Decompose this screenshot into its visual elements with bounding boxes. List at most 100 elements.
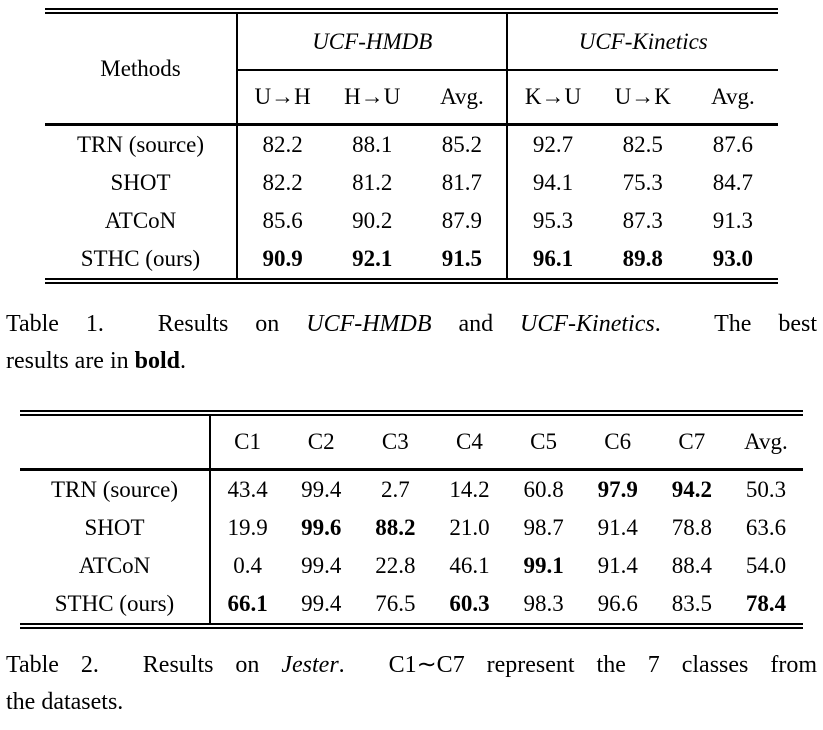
value-cell: 78.8 <box>671 515 712 540</box>
table2-body: TRN (source) 43.4 99.4 2.7 14.2 60.8 97.… <box>20 469 803 623</box>
table2-caption-line2: the datasets. <box>6 684 817 721</box>
value-cell: 43.4 <box>208 469 285 509</box>
group-header-ucf-kinetics: UCF-Kinetics <box>506 14 778 71</box>
value-cell: 96.1 <box>506 240 598 278</box>
method-cell: SHOT <box>84 515 145 540</box>
value-cell: 91.4 <box>597 553 638 578</box>
subcol-header-k-to-u: K→U <box>506 70 598 126</box>
table1-subcolumn-header-row: U→H H→U Avg. K→U U→K Avg. <box>45 70 778 126</box>
value-cell: 98.3 <box>523 591 564 616</box>
value-cell: 60.3 <box>449 591 490 616</box>
table1-body: TRN (source) 82.2 88.1 85.2 92.7 82.5 87… <box>45 124 778 278</box>
col-header-c4: C4 <box>432 416 507 471</box>
table1-group-header-row: Methods UCF-HMDB UCF-Kinetics <box>45 14 778 126</box>
subcol-header-u-to-h: U→H <box>235 70 328 126</box>
paper-tables-page: Methods UCF-HMDB UCF-Kinetics U→H H→U Av… <box>0 8 823 721</box>
col-header-c6: C6 <box>580 416 655 471</box>
table-row-atcon: ATCoN 85.6 90.2 87.9 95.3 87.3 91.3 <box>45 202 778 240</box>
value-cell: 82.2 <box>235 164 328 202</box>
caption-text: Table 2. Results on <box>6 652 282 678</box>
subcol-header-avg-kinetics: Avg. <box>687 70 778 126</box>
method-cell: ATCoN <box>104 208 177 233</box>
caption-dataset-ucf-hmdb: UCF-HMDB <box>306 311 432 337</box>
subcol-header-u-to-k: U→K <box>597 70 688 126</box>
value-cell: 88.1 <box>352 132 393 157</box>
table2-header-row: C1 C2 C3 C4 C5 C6 C7 Avg. <box>20 416 803 471</box>
value-cell: 2.7 <box>380 477 410 502</box>
value-cell: 60.8 <box>523 477 564 502</box>
value-cell: 90.2 <box>352 208 393 233</box>
value-cell: 85.6 <box>235 202 328 240</box>
table1-header: Methods UCF-HMDB UCF-Kinetics U→H H→U Av… <box>45 14 778 126</box>
group-header-ucf-hmdb: UCF-HMDB <box>235 14 508 71</box>
value-cell: 98.7 <box>523 515 564 540</box>
value-cell: 88.4 <box>671 553 712 578</box>
value-cell: 92.1 <box>352 246 393 271</box>
value-cell: 81.7 <box>441 170 483 195</box>
method-cell: STHC (ours) <box>80 246 201 271</box>
col-header-c5: C5 <box>506 416 581 471</box>
value-cell: 99.1 <box>523 553 564 578</box>
value-cell: 78.4 <box>745 591 787 616</box>
value-cell: 0.4 <box>208 547 285 585</box>
caption-dataset-ucf-kinetics: UCF-Kinetics <box>520 311 655 337</box>
value-cell: 96.6 <box>597 591 638 616</box>
value-cell: 82.2 <box>235 124 328 164</box>
value-cell: 85.2 <box>441 132 483 157</box>
caption-text: . The best <box>654 311 817 337</box>
value-cell: 87.3 <box>622 208 663 233</box>
table2-container: C1 C2 C3 C4 C5 C6 C7 Avg. TRN (source) 4… <box>20 410 803 629</box>
value-cell: 82.5 <box>622 132 663 157</box>
value-cell: 83.5 <box>671 591 712 616</box>
value-cell: 90.9 <box>235 240 328 278</box>
value-cell: 91.5 <box>441 246 483 271</box>
value-cell: 92.7 <box>506 124 598 164</box>
value-cell: 66.1 <box>208 585 285 623</box>
value-cell: 22.8 <box>375 553 416 578</box>
method-cell: TRN (source) <box>50 477 179 502</box>
table1-caption-line2: results are in bold. <box>6 343 817 380</box>
value-cell: 99.4 <box>301 477 342 502</box>
value-cell: 88.2 <box>375 515 416 540</box>
value-cell: 87.6 <box>712 132 754 157</box>
caption-text: . C1∼C7 represent the 7 classes from <box>338 652 817 678</box>
table-row-atcon: ATCoN 0.4 99.4 22.8 46.1 99.1 91.4 88.4 … <box>20 547 803 585</box>
caption-text: and <box>431 311 521 337</box>
table2-caption-line1: Table 2. Results on Jester. C1∼C7 repres… <box>6 647 817 684</box>
value-cell: 94.1 <box>506 164 598 202</box>
value-cell: 63.6 <box>745 515 787 540</box>
subcol-header-avg-hmdb: Avg. <box>417 70 508 126</box>
value-cell: 81.2 <box>352 170 393 195</box>
caption-text: results are in <box>6 348 135 374</box>
value-cell: 87.9 <box>441 208 483 233</box>
value-cell: 99.4 <box>301 591 342 616</box>
table-row-sthc: STHC (ours) 66.1 99.4 76.5 60.3 98.3 96.… <box>20 585 803 623</box>
subcol-header-h-to-u: H→U <box>327 70 418 126</box>
caption-text: Table 1. Results on <box>6 311 307 337</box>
col-header-c2: C2 <box>284 416 359 471</box>
value-cell: 93.0 <box>712 246 754 271</box>
value-cell: 46.1 <box>449 553 490 578</box>
value-cell: 94.2 <box>671 477 712 502</box>
table-row-shot: SHOT 19.9 99.6 88.2 21.0 98.7 91.4 78.8 … <box>20 509 803 547</box>
empty-header-cell <box>20 416 210 471</box>
table1-results: Methods UCF-HMDB UCF-Kinetics U→H H→U Av… <box>45 14 778 278</box>
method-cell: SHOT <box>110 170 171 195</box>
table-row-sthc: STHC (ours) 90.9 92.1 91.5 96.1 89.8 93.… <box>45 240 778 278</box>
value-cell: 99.4 <box>301 553 342 578</box>
col-header-c3: C3 <box>358 416 433 471</box>
table-row-trn: TRN (source) 82.2 88.1 85.2 92.7 82.5 87… <box>45 124 778 164</box>
value-cell: 91.4 <box>597 515 638 540</box>
table2-results: C1 C2 C3 C4 C5 C6 C7 Avg. TRN (source) 4… <box>20 416 803 623</box>
table1-caption: Table 1. Results on UCF-HMDB and UCF-Kin… <box>0 306 823 380</box>
caption-bold-word: bold <box>134 348 180 374</box>
value-cell: 97.9 <box>597 477 638 502</box>
value-cell: 19.9 <box>208 509 285 547</box>
table2-header: C1 C2 C3 C4 C5 C6 C7 Avg. <box>20 416 803 471</box>
value-cell: 84.7 <box>712 170 754 195</box>
table1-container: Methods UCF-HMDB UCF-Kinetics U→H H→U Av… <box>45 8 778 284</box>
table-row-shot: SHOT 82.2 81.2 81.7 94.1 75.3 84.7 <box>45 164 778 202</box>
value-cell: 75.3 <box>622 170 663 195</box>
table-row-trn: TRN (source) 43.4 99.4 2.7 14.2 60.8 97.… <box>20 469 803 509</box>
value-cell: 95.3 <box>506 202 598 240</box>
